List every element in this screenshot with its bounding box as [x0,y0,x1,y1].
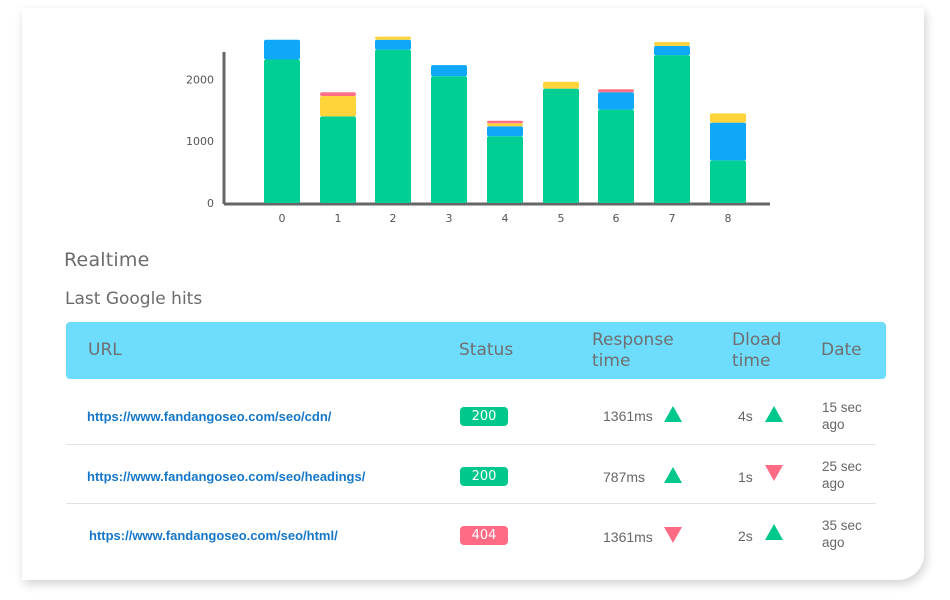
header-dload-time[interactable]: Dload time [732,330,781,372]
header-status[interactable]: Status [459,340,514,360]
y-tick-label: 2000 [186,73,214,86]
response-time-value: 1361ms [603,529,653,545]
bar-segment-4-0 [487,136,523,203]
row-divider [66,444,876,445]
date-line2: ago [822,535,845,550]
trend-up-icon [664,406,682,422]
bar-segment-8-1 [710,122,746,161]
bar-segment-8-2 [710,113,746,123]
table-row: https://www.fandangoseo.com/seo/cdn/ 200… [66,386,886,445]
header-response-line2: time [592,351,631,371]
header-url[interactable]: URL [88,340,122,360]
bar-segment-4-1 [487,126,523,137]
response-time-value: 1361ms [603,408,653,424]
bar-segment-2-1 [375,39,411,50]
bar-segment-6-0 [598,109,634,203]
date-value: 25 sec ago [822,458,882,492]
date-line1: 15 sec [822,400,862,415]
bar-segment-3-1 [431,65,467,77]
bar-segment-1-0 [320,116,356,203]
bar-segment-7-1 [654,45,690,56]
bar-segment-8-0 [710,160,746,203]
trend-up-icon [664,467,682,483]
trend-up-icon [765,406,783,422]
dload-time-value: 4s [738,408,753,424]
bar-segment-7-0 [654,55,690,203]
date-value: 35 sec ago [822,517,882,551]
x-tick-label: 7 [669,212,676,225]
bar-segment-2-2 [375,36,411,40]
bar-segment-5-2 [543,81,579,89]
date-line2: ago [822,476,845,491]
section-subtitle: Last Google hits [65,289,203,309]
bar-segment-4-3 [487,120,523,124]
response-time-value: 787ms [603,469,646,485]
row-divider [66,503,876,504]
x-tick-label: 8 [725,212,732,225]
status-badge: 200 [460,407,508,426]
table-row: https://www.fandangoseo.com/seo/headings… [66,445,886,504]
table-row: https://www.fandangoseo.com/seo/html/ 40… [66,505,886,564]
hits-bar-chart: 0 1000 2000 0 1 2 3 4 5 6 7 8 [186,36,770,225]
section-title: Realtime [64,249,150,271]
y-tick-label: 0 [207,197,214,210]
status-badge: 200 [460,467,508,486]
trend-down-icon [765,465,783,481]
date-line1: 35 sec [822,518,862,533]
x-tick-label: 3 [446,212,453,225]
trend-down-icon [664,527,682,543]
x-tick-label: 6 [613,212,620,225]
x-tick-label: 4 [502,212,509,225]
date-line1: 25 sec [822,459,862,474]
bar-segment-4-2 [487,123,523,127]
bar-segment-0-0 [264,59,300,203]
dload-time-value: 2s [738,528,753,544]
header-dload-line2: time [732,351,771,371]
bar-segment-7-2 [654,42,690,46]
bar-segment-1-2 [320,95,356,117]
bar-segment-6-3 [598,89,634,93]
bar-segment-1-3 [320,92,356,96]
row-url-link[interactable]: https://www.fandangoseo.com/seo/cdn/ [87,409,332,424]
date-value: 15 sec ago [822,399,882,433]
bar-segment-5-0 [543,88,579,203]
bar-segment-6-1 [598,92,634,110]
x-tick-label: 1 [335,212,342,225]
x-tick-label: 2 [390,212,397,225]
header-dload-line1: Dload [732,330,782,350]
header-date[interactable]: Date [821,340,862,360]
date-line2: ago [822,417,845,432]
bar-segment-2-0 [375,49,411,203]
dload-time-value: 1s [738,469,753,485]
header-response-time[interactable]: Response time [592,330,674,372]
status-badge: 404 [460,526,508,545]
bar-segment-0-1 [264,39,300,60]
header-response-line1: Response [592,330,674,350]
y-tick-label: 1000 [186,135,214,148]
row-url-link[interactable]: https://www.fandangoseo.com/seo/headings… [87,469,366,484]
row-url-link[interactable]: https://www.fandangoseo.com/seo/html/ [89,528,338,543]
x-tick-label: 5 [558,212,565,225]
x-tick-label: 0 [279,212,286,225]
table-header: URL Status Response time Dload time Date [66,322,886,379]
bar-segment-3-0 [431,76,467,203]
trend-up-icon [765,524,783,540]
